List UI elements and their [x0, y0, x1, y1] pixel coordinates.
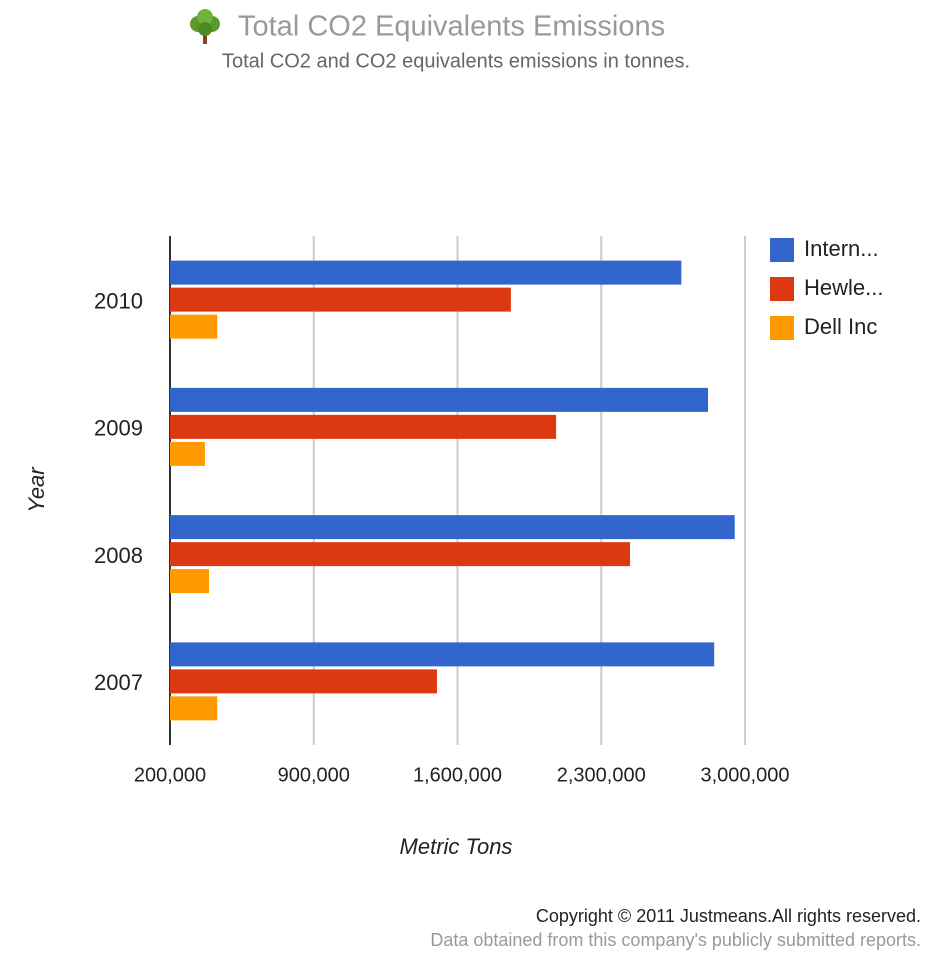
legend-label: Dell Inc: [804, 314, 877, 339]
chart-title: Total CO2 Equivalents Emissions: [238, 11, 665, 43]
legend-swatch: [770, 238, 794, 262]
bar: [170, 414, 557, 439]
bar: [170, 696, 218, 721]
x-tick-label: 900,000: [278, 764, 350, 786]
x-tick-label: 3,000,000: [701, 764, 790, 786]
bar: [170, 387, 709, 412]
x-tick-label: 2,300,000: [557, 764, 646, 786]
bar: [170, 314, 218, 339]
y-axis-title: Year: [24, 466, 49, 513]
bar: [170, 441, 205, 466]
bar: [170, 542, 630, 567]
x-tick-label: 200,000: [134, 764, 206, 786]
bar: [170, 287, 511, 312]
legend-swatch: [770, 277, 794, 301]
tree-icon: [190, 9, 220, 44]
bar: [170, 642, 715, 667]
y-tick-label: 2010: [94, 288, 143, 313]
legend-label: Intern...: [804, 236, 879, 261]
bar: [170, 569, 210, 594]
legend-swatch: [770, 316, 794, 340]
copyright: Copyright © 2011 Justmeans.All rights re…: [536, 906, 921, 926]
y-tick-label: 2009: [94, 416, 143, 441]
bar: [170, 260, 682, 285]
y-tick-label: 2008: [94, 543, 143, 568]
source-note: Data obtained from this company's public…: [430, 930, 921, 950]
bar: [170, 515, 735, 540]
x-tick-label: 1,600,000: [413, 764, 502, 786]
bar: [170, 669, 437, 694]
x-axis-title: Metric Tons: [400, 834, 513, 859]
chart-subtitle: Total CO2 and CO2 equivalents emissions …: [222, 50, 690, 72]
legend-label: Hewle...: [804, 275, 883, 300]
y-tick-label: 2007: [94, 670, 143, 695]
